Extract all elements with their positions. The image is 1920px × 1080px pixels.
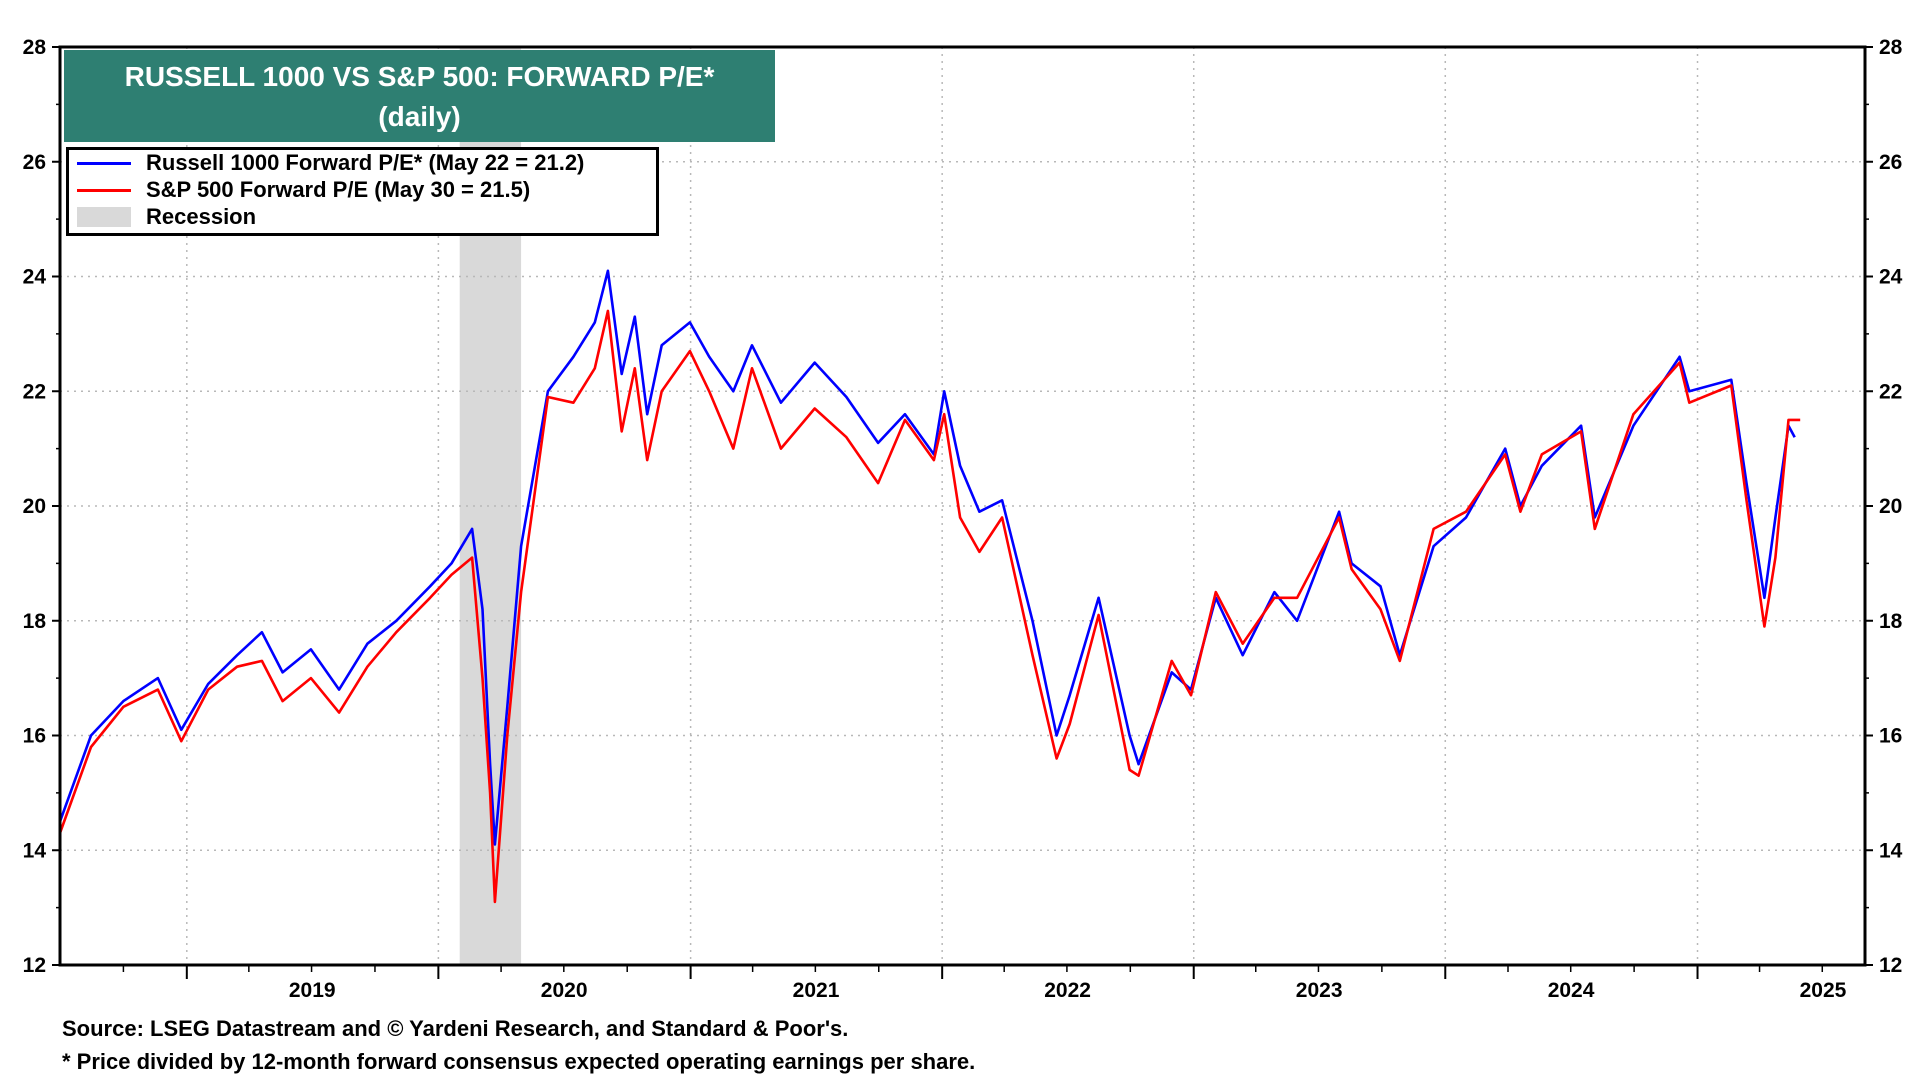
- y-tick-label-left: 12: [23, 954, 46, 977]
- y-tick-label-left: 24: [23, 266, 47, 289]
- y-tick-label-left: 20: [23, 495, 46, 518]
- y-tick-label-right: 14: [1879, 839, 1903, 862]
- chart-subtitle: (daily): [378, 101, 461, 132]
- legend-swatch-recession: [77, 207, 131, 227]
- y-tick-label-right: 24: [1879, 266, 1903, 289]
- series-line-sp-500: [58, 309, 1801, 904]
- y-tick-label-left: 26: [23, 151, 46, 174]
- footnote: * Price divided by 12-month forward cons…: [62, 1049, 976, 1074]
- x-tick-label: 2025: [1800, 979, 1847, 1002]
- y-tick-label-right: 20: [1879, 495, 1902, 518]
- series-line-russell-1000: [58, 269, 1796, 846]
- y-tick-label-right: 12: [1879, 954, 1902, 977]
- legend-swatch-sp500: [77, 188, 131, 192]
- x-tick-label: 2024: [1548, 979, 1595, 1002]
- y-tick-label-right: 22: [1879, 380, 1902, 403]
- legend-swatch-russell: [77, 161, 131, 165]
- chart-title-box: RUSSELL 1000 VS S&P 500: FORWARD P/E* (d…: [64, 50, 775, 142]
- y-tick-label-left: 28: [23, 36, 47, 59]
- y-tick-label-right: 18: [1879, 610, 1903, 633]
- legend-item-russell: Russell 1000 Forward P/E* (May 22 = 21.2…: [77, 150, 584, 176]
- x-tick-label: 2019: [289, 979, 336, 1002]
- y-tick-label-right: 16: [1879, 725, 1902, 748]
- y-tick-label-left: 22: [23, 380, 46, 403]
- legend-item-sp500: S&P 500 Forward P/E (May 30 = 21.5): [77, 177, 530, 203]
- legend-label-recession: Recession: [146, 204, 257, 229]
- y-tick-label-left: 14: [23, 839, 47, 862]
- x-tick-label: 2020: [541, 979, 588, 1002]
- y-tick-label-left: 18: [23, 610, 47, 633]
- x-tick-label: 2021: [793, 979, 840, 1002]
- chart-title: RUSSELL 1000 VS S&P 500: FORWARD P/E*: [124, 61, 715, 92]
- y-tick-label-right: 28: [1879, 36, 1903, 59]
- y-tick-label-left: 16: [23, 725, 46, 748]
- legend-item-recession: Recession: [77, 204, 256, 230]
- x-tick-label: 2022: [1044, 979, 1091, 1002]
- x-tick-label: 2023: [1296, 979, 1343, 1002]
- legend-label-russell: Russell 1000 Forward P/E* (May 22 = 21.2…: [146, 150, 585, 175]
- legend-label-sp500: S&P 500 Forward P/E (May 30 = 21.5): [146, 177, 531, 202]
- y-tick-label-right: 26: [1879, 151, 1902, 174]
- legend: Russell 1000 Forward P/E* (May 22 = 21.2…: [66, 147, 659, 236]
- source-note: Source: LSEG Datastream and © Yardeni Re…: [62, 1016, 849, 1041]
